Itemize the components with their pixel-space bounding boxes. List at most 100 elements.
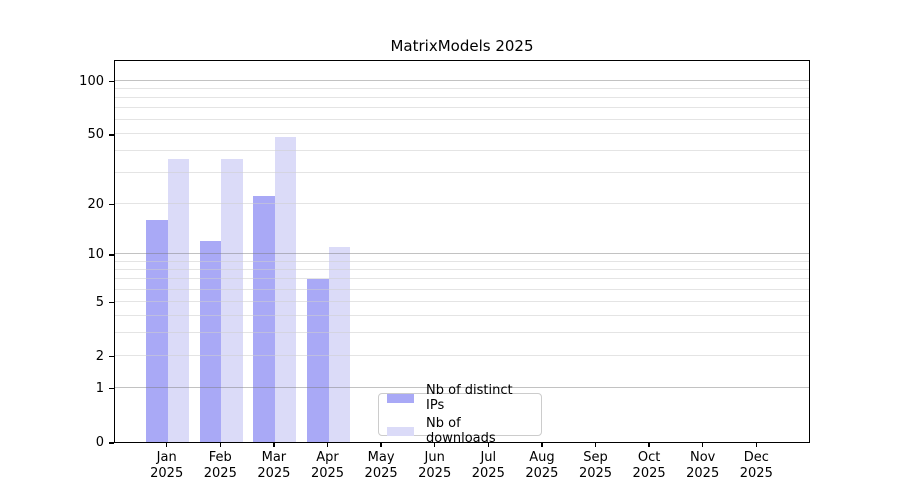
plot-area [114,60,810,443]
minor-gridline [115,315,809,316]
x-tick-mark [326,443,329,447]
x-tick-year: 2025 [578,466,613,481]
y-tick-label: 0 [95,435,104,450]
x-tick-mark [433,443,436,447]
x-tick-year: 2025 [150,466,184,481]
minor-gridline [115,260,809,262]
x-tick-label: Jun 2025 [403,450,467,482]
y-tick-label: 100 [79,73,104,89]
minor-gridline [115,202,809,204]
legend: Nb of distinct IPs Nb of downloads [378,383,542,446]
minor-gridline [115,288,809,290]
x-tick-year: 2025 [418,466,452,481]
y-tick-mark [109,355,114,358]
y-tick-label: 10 [87,247,104,263]
x-tick-label: Nov 2025 [671,450,735,482]
legend-swatch-downloads [387,426,414,436]
bar-distinct-ips [253,196,275,442]
x-tick-mark [594,443,597,447]
x-tick-year: 2025 [257,466,291,481]
x-tick-label: Dec 2025 [724,450,788,482]
x-tick-year: 2025 [525,466,559,481]
x-tick-month: Aug [529,450,555,465]
bar-downloads [328,247,350,442]
minor-gridline [115,133,809,135]
x-tick-label: Jan 2025 [135,450,199,482]
legend-swatch-distinct-ips [387,393,414,403]
minor-gridline [115,172,809,174]
x-tick-label: Sep 2025 [564,450,628,482]
x-tick-mark [487,443,490,447]
bar-downloads [167,159,190,442]
minor-gridline [115,332,809,334]
x-tick-mark [380,443,382,447]
y-tick-mark [109,387,114,390]
x-tick-label: Jul 2025 [456,450,520,482]
x-tick-mark [219,443,222,447]
x-tick-year: 2025 [686,466,720,481]
major-gridline [115,386,809,388]
y-tick-label: 2 [95,348,104,364]
legend-entry-distinct-ips: Nb of distinct IPs [387,383,533,413]
x-tick-year: 2025 [471,466,505,481]
chart-title: MatrixModels 2025 [390,37,534,55]
x-tick-label: Apr 2025 [296,450,360,482]
minor-gridline [115,300,809,302]
x-tick-mark [541,443,543,447]
minor-gridline [115,107,809,109]
x-tick-mark [648,443,650,447]
minor-gridline [115,355,809,356]
x-tick-label: Aug 2025 [510,450,574,482]
y-tick-label: 1 [95,380,104,396]
major-gridline [115,79,809,81]
x-tick-month: Jun [424,450,445,465]
bar-distinct-ips [307,279,329,442]
legend-entry-downloads: Nb of downloads [387,416,533,446]
x-tick-month: Nov [690,450,716,465]
legend-label-distinct-ips: Nb of distinct IPs [426,383,513,413]
bar-distinct-ips [199,241,222,442]
x-tick-year: 2025 [364,466,398,481]
y-tick-mark [109,134,114,136]
x-tick-mark [273,443,275,447]
x-tick-month: Feb [208,450,232,465]
y-tick-mark [109,254,114,256]
bar-distinct-ips [146,220,168,442]
minor-gridline [115,150,809,152]
x-tick-year: 2025 [203,466,237,481]
minor-gridline [115,119,809,120]
minor-gridline [115,87,809,89]
x-tick-month: Oct [637,450,661,465]
y-tick-mark [109,301,114,304]
x-tick-label: Feb 2025 [188,450,252,482]
bar-downloads [221,159,243,442]
x-tick-label: Oct 2025 [617,450,681,482]
x-tick-mark [701,443,704,447]
major-gridline [115,253,809,255]
x-tick-month: Mar [261,450,287,465]
x-tick-year: 2025 [739,466,773,481]
y-tick-mark [109,203,114,206]
y-tick-mark [109,80,114,83]
x-tick-month: Sep [583,450,608,465]
minor-gridline [115,278,809,280]
x-tick-label: May 2025 [349,450,413,482]
x-tick-year: 2025 [310,466,345,481]
legend-label-downloads: Nb of downloads [426,416,496,446]
x-tick-label: Mar 2025 [242,450,306,482]
y-tick-label: 50 [87,127,104,143]
minor-gridline [115,268,809,270]
y-tick-label: 20 [87,196,104,212]
x-tick-year: 2025 [632,466,666,481]
x-tick-month: Jul [480,450,497,465]
minor-gridline [115,96,809,98]
x-tick-mark [165,443,168,447]
x-tick-month: Dec [743,450,769,465]
x-tick-month: Jan [156,450,177,465]
y-tick-label: 5 [95,294,104,310]
x-tick-month: May [367,450,395,465]
x-tick-mark [755,443,758,447]
y-tick-mark [109,442,114,444]
x-tick-month: Apr [316,450,339,465]
